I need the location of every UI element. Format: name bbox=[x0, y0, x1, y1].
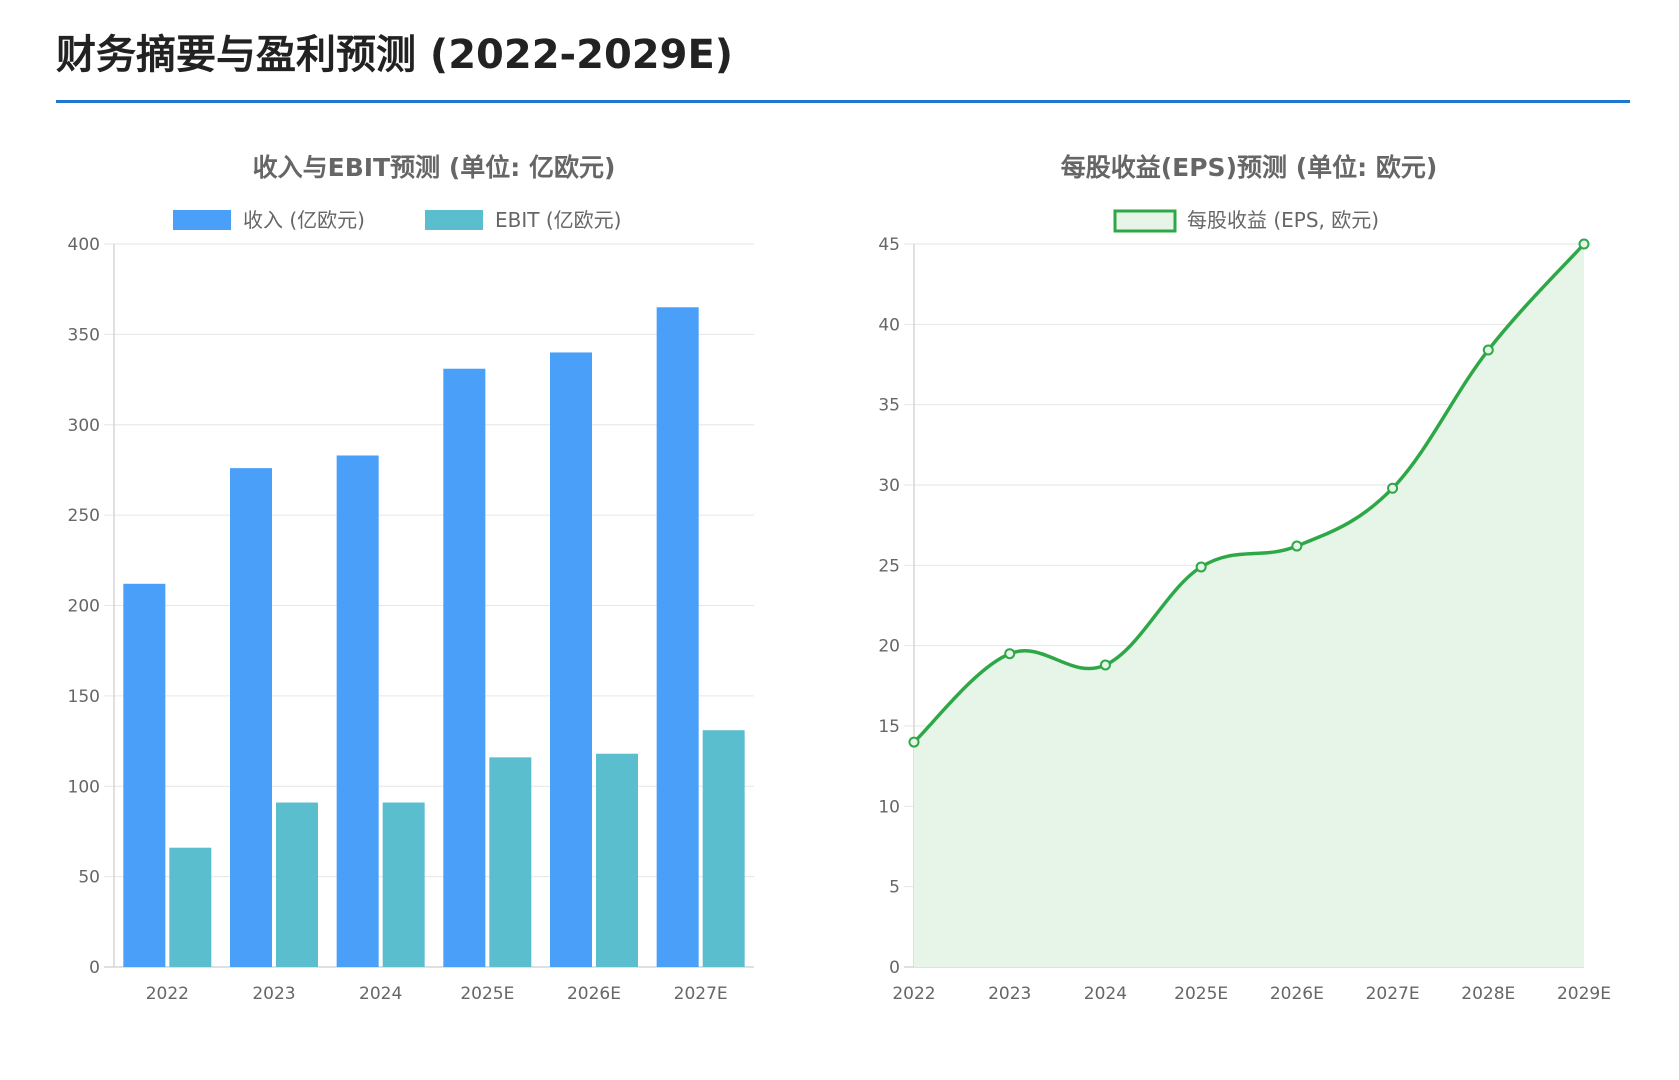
eps-chart: 每股收益(EPS)预测 (单位: 欧元) 每股收益 (EPS, 欧元) 0 5 10 15… bbox=[878, 153, 1611, 1004]
y-tick-label: 15 bbox=[878, 717, 900, 737]
x-tick-label: 2026E bbox=[1270, 984, 1324, 1004]
ebit-bar-2023 bbox=[276, 802, 318, 967]
eps-point-2027E bbox=[1387, 482, 1399, 494]
legend-label-0: 收入 (亿欧元) bbox=[243, 208, 365, 232]
y-tick-label: 150 bbox=[68, 687, 100, 707]
revenue-ebit-chart-panel: 收入与EBIT预测 (单位: 亿欧元) 收入 (亿欧元) EBIT (亿欧元) 0 50… bbox=[56, 150, 816, 1080]
x-tick-label: 2024 bbox=[359, 984, 402, 1004]
y-tick-label: 5 bbox=[889, 878, 900, 898]
eps-chart-panel: 每股收益(EPS)预测 (单位: 欧元) 每股收益 (EPS, 欧元) 0 5 10 15… bbox=[846, 150, 1630, 1080]
revenue-bar-2026E bbox=[550, 352, 592, 967]
y-tick-label: 250 bbox=[68, 506, 100, 526]
legend-label-1: EBIT (亿欧元) bbox=[495, 208, 621, 232]
x-tick-label: 2027E bbox=[674, 984, 728, 1004]
legend-swatch-1 bbox=[425, 210, 483, 230]
revenue-bar-2022 bbox=[123, 583, 166, 967]
eps-area-fill bbox=[914, 244, 1584, 967]
y-tick-label: 50 bbox=[78, 868, 100, 888]
y-tick-label: 45 bbox=[878, 235, 900, 255]
chart-title: 每股收益(EPS)预测 (单位: 欧元) bbox=[1061, 153, 1438, 182]
eps-point-2026E bbox=[1291, 540, 1303, 552]
ebit-bar-2025E bbox=[489, 757, 532, 967]
y-tick-label: 0 bbox=[89, 958, 100, 978]
revenue-bar-2027E bbox=[656, 307, 699, 967]
y-tick-label: 200 bbox=[68, 597, 100, 617]
x-tick-label: 2025E bbox=[460, 984, 514, 1004]
eps-point-2024 bbox=[1099, 659, 1111, 671]
ebit-bar-2022 bbox=[169, 847, 212, 967]
x-tick-label: 2023 bbox=[988, 984, 1031, 1004]
y-tick-label: 300 bbox=[68, 416, 100, 436]
ebit-bar-2026E bbox=[596, 753, 638, 967]
y-tick-label: 10 bbox=[878, 797, 900, 817]
revenue-bar-2025E bbox=[443, 368, 486, 967]
y-tick-label: 0 bbox=[889, 958, 900, 978]
eps-point-2023 bbox=[1004, 648, 1016, 660]
ebit-bar-2027E bbox=[702, 730, 745, 967]
y-tick-label: 20 bbox=[878, 637, 900, 657]
x-tick-label: 2022 bbox=[892, 984, 935, 1004]
eps-point-2022 bbox=[908, 736, 920, 748]
revenue-ebit-chart: 收入与EBIT预测 (单位: 亿欧元) 收入 (亿欧元) EBIT (亿欧元) 0 50… bbox=[68, 153, 754, 1004]
y-tick-label: 35 bbox=[878, 396, 900, 416]
revenue-bar-2023 bbox=[230, 468, 272, 967]
eps-line bbox=[912, 242, 1586, 744]
y-tick-label: 350 bbox=[68, 325, 100, 345]
y-tick-label: 30 bbox=[878, 476, 900, 496]
x-tick-label: 2026E bbox=[567, 984, 621, 1004]
x-tick-label: 2023 bbox=[252, 984, 295, 1004]
x-tick-label: 2022 bbox=[146, 984, 189, 1004]
y-tick-label: 25 bbox=[878, 556, 900, 576]
y-tick-label: 400 bbox=[68, 235, 100, 255]
legend-swatch-0 bbox=[173, 210, 231, 230]
title-divider bbox=[56, 100, 1630, 103]
chart-title: 收入与EBIT预测 (单位: 亿欧元) bbox=[253, 153, 616, 182]
revenue-bar-2024 bbox=[336, 455, 379, 967]
ebit-bar-2024 bbox=[382, 802, 425, 967]
x-tick-label: 2029E bbox=[1557, 984, 1611, 1004]
eps-point-2025E bbox=[1195, 561, 1207, 573]
x-tick-label: 2025E bbox=[1174, 984, 1228, 1004]
eps-point-2028E bbox=[1482, 344, 1494, 356]
page-title: 财务摘要与盈利预测 (2022-2029E) bbox=[56, 32, 734, 78]
y-tick-label: 100 bbox=[68, 777, 100, 797]
x-tick-label: 2024 bbox=[1084, 984, 1127, 1004]
eps-point-2029E bbox=[1578, 238, 1590, 250]
legend-swatch-0 bbox=[1113, 209, 1177, 233]
x-tick-label: 2027E bbox=[1366, 984, 1420, 1004]
y-tick-label: 40 bbox=[878, 315, 900, 335]
x-tick-label: 2028E bbox=[1461, 984, 1515, 1004]
legend-label-0: 每股收益 (EPS, 欧元) bbox=[1187, 208, 1379, 232]
